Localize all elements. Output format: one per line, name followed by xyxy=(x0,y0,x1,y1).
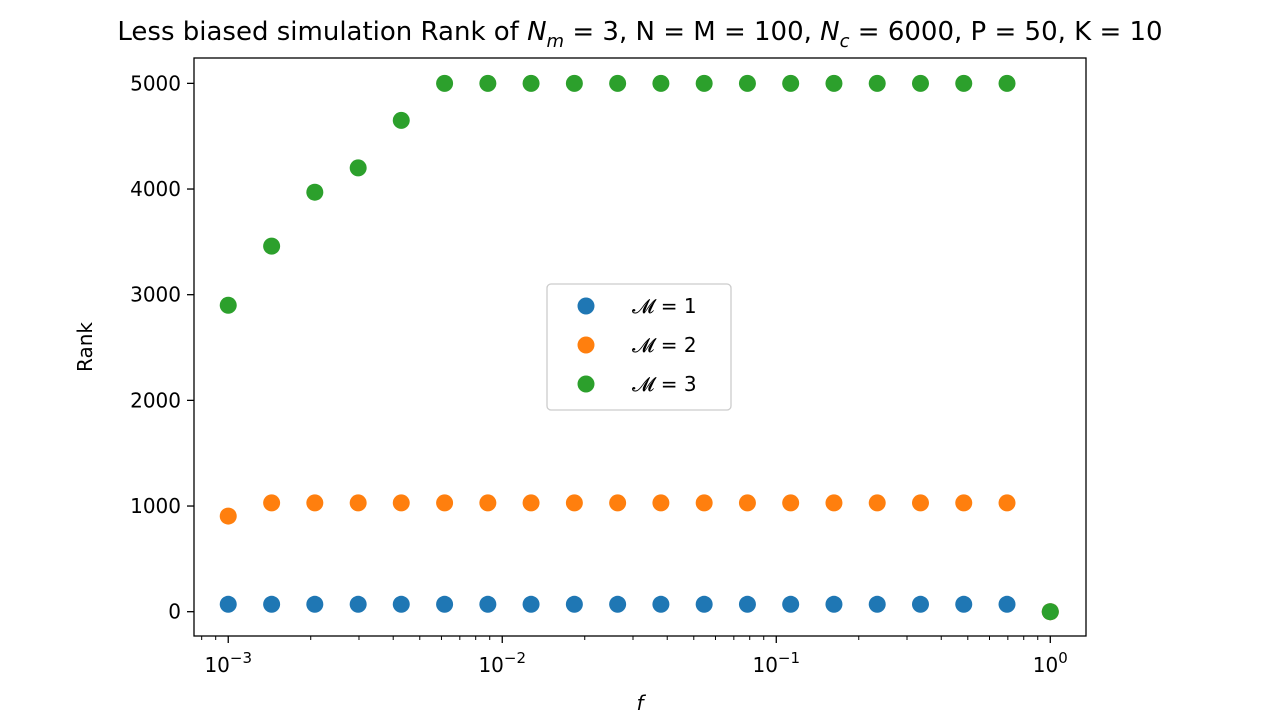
point-series-1 xyxy=(868,595,886,613)
plot-frame xyxy=(193,57,1087,637)
point-series-2 xyxy=(263,494,281,512)
legend-label: 𝓜 = 3 xyxy=(632,372,697,396)
point-series-3 xyxy=(219,296,237,314)
point-series-3 xyxy=(609,74,627,92)
y-tick-label: 2000 xyxy=(130,388,181,412)
point-series-3 xyxy=(306,183,324,201)
point-series-2 xyxy=(998,494,1016,512)
point-series-2 xyxy=(349,494,367,512)
point-series-1 xyxy=(998,595,1016,613)
point-series-2 xyxy=(219,507,237,525)
legend-label: 𝓜 = 2 xyxy=(632,333,697,357)
point-series-1 xyxy=(219,595,237,613)
x-tick-label: 10−2 xyxy=(478,649,526,677)
point-series-1 xyxy=(392,595,410,613)
point-series-3 xyxy=(392,111,410,129)
legend-box xyxy=(546,283,732,411)
point-series-2 xyxy=(392,494,410,512)
data-points xyxy=(219,74,1059,621)
x-axis-ticks: 10−3 10−2 10−1 100 xyxy=(201,636,1068,677)
point-series-3 xyxy=(436,74,454,92)
chart-title: Less biased simulation Rank of Nm = 3, N… xyxy=(117,17,1162,52)
point-series-1 xyxy=(782,595,800,613)
point-series-3 xyxy=(479,74,497,92)
point-series-1 xyxy=(479,595,497,613)
point-series-2 xyxy=(868,494,886,512)
point-series-3 xyxy=(738,74,756,92)
point-series-1 xyxy=(263,595,281,613)
x-tick-label: 100 xyxy=(1033,649,1068,677)
point-series-1 xyxy=(565,595,583,613)
point-series-2 xyxy=(782,494,800,512)
y-tick-label: 1000 xyxy=(130,494,181,518)
legend-label: 𝓜 = 1 xyxy=(632,294,697,318)
point-series-1 xyxy=(738,595,756,613)
point-series-2 xyxy=(652,494,670,512)
point-series-1 xyxy=(306,595,324,613)
y-axis-label: Rank xyxy=(73,322,97,372)
point-series-1 xyxy=(522,595,540,613)
point-series-3 xyxy=(998,74,1016,92)
y-tick-label: 4000 xyxy=(130,177,181,201)
point-series-2 xyxy=(436,494,454,512)
point-series-2 xyxy=(479,494,497,512)
x-tick-label: 10−3 xyxy=(204,649,252,677)
legend-marker xyxy=(577,297,595,315)
y-tick-label: 3000 xyxy=(130,283,181,307)
point-series-2 xyxy=(609,494,627,512)
point-series-3 xyxy=(1041,603,1059,621)
point-series-2 xyxy=(955,494,973,512)
legend: 𝓜 = 1 𝓜 = 2 𝓜 = 3 xyxy=(546,283,732,411)
point-series-3 xyxy=(911,74,929,92)
legend-marker xyxy=(577,336,595,354)
point-series-2 xyxy=(911,494,929,512)
point-series-1 xyxy=(911,595,929,613)
x-axis-label: f xyxy=(636,691,646,715)
point-series-3 xyxy=(955,74,973,92)
point-series-2 xyxy=(565,494,583,512)
point-series-3 xyxy=(652,74,670,92)
point-series-3 xyxy=(695,74,713,92)
point-series-1 xyxy=(349,595,367,613)
point-series-2 xyxy=(522,494,540,512)
point-series-2 xyxy=(825,494,843,512)
legend-marker xyxy=(577,375,595,393)
y-tick-label: 0 xyxy=(168,600,181,624)
point-series-3 xyxy=(565,74,583,92)
point-series-3 xyxy=(522,74,540,92)
point-series-1 xyxy=(955,595,973,613)
point-series-2 xyxy=(738,494,756,512)
point-series-3 xyxy=(349,159,367,177)
point-series-3 xyxy=(825,74,843,92)
point-series-1 xyxy=(695,595,713,613)
point-series-2 xyxy=(306,494,324,512)
point-series-3 xyxy=(782,74,800,92)
point-series-1 xyxy=(825,595,843,613)
y-axis-ticks: 0 1000 2000 3000 4000 5000 xyxy=(130,71,194,624)
y-tick-label: 5000 xyxy=(130,71,181,95)
point-series-1 xyxy=(436,595,454,613)
point-series-1 xyxy=(609,595,627,613)
point-series-3 xyxy=(263,237,281,255)
point-series-3 xyxy=(868,74,886,92)
x-tick-label: 10−1 xyxy=(752,649,800,677)
point-series-2 xyxy=(695,494,713,512)
point-series-1 xyxy=(652,595,670,613)
